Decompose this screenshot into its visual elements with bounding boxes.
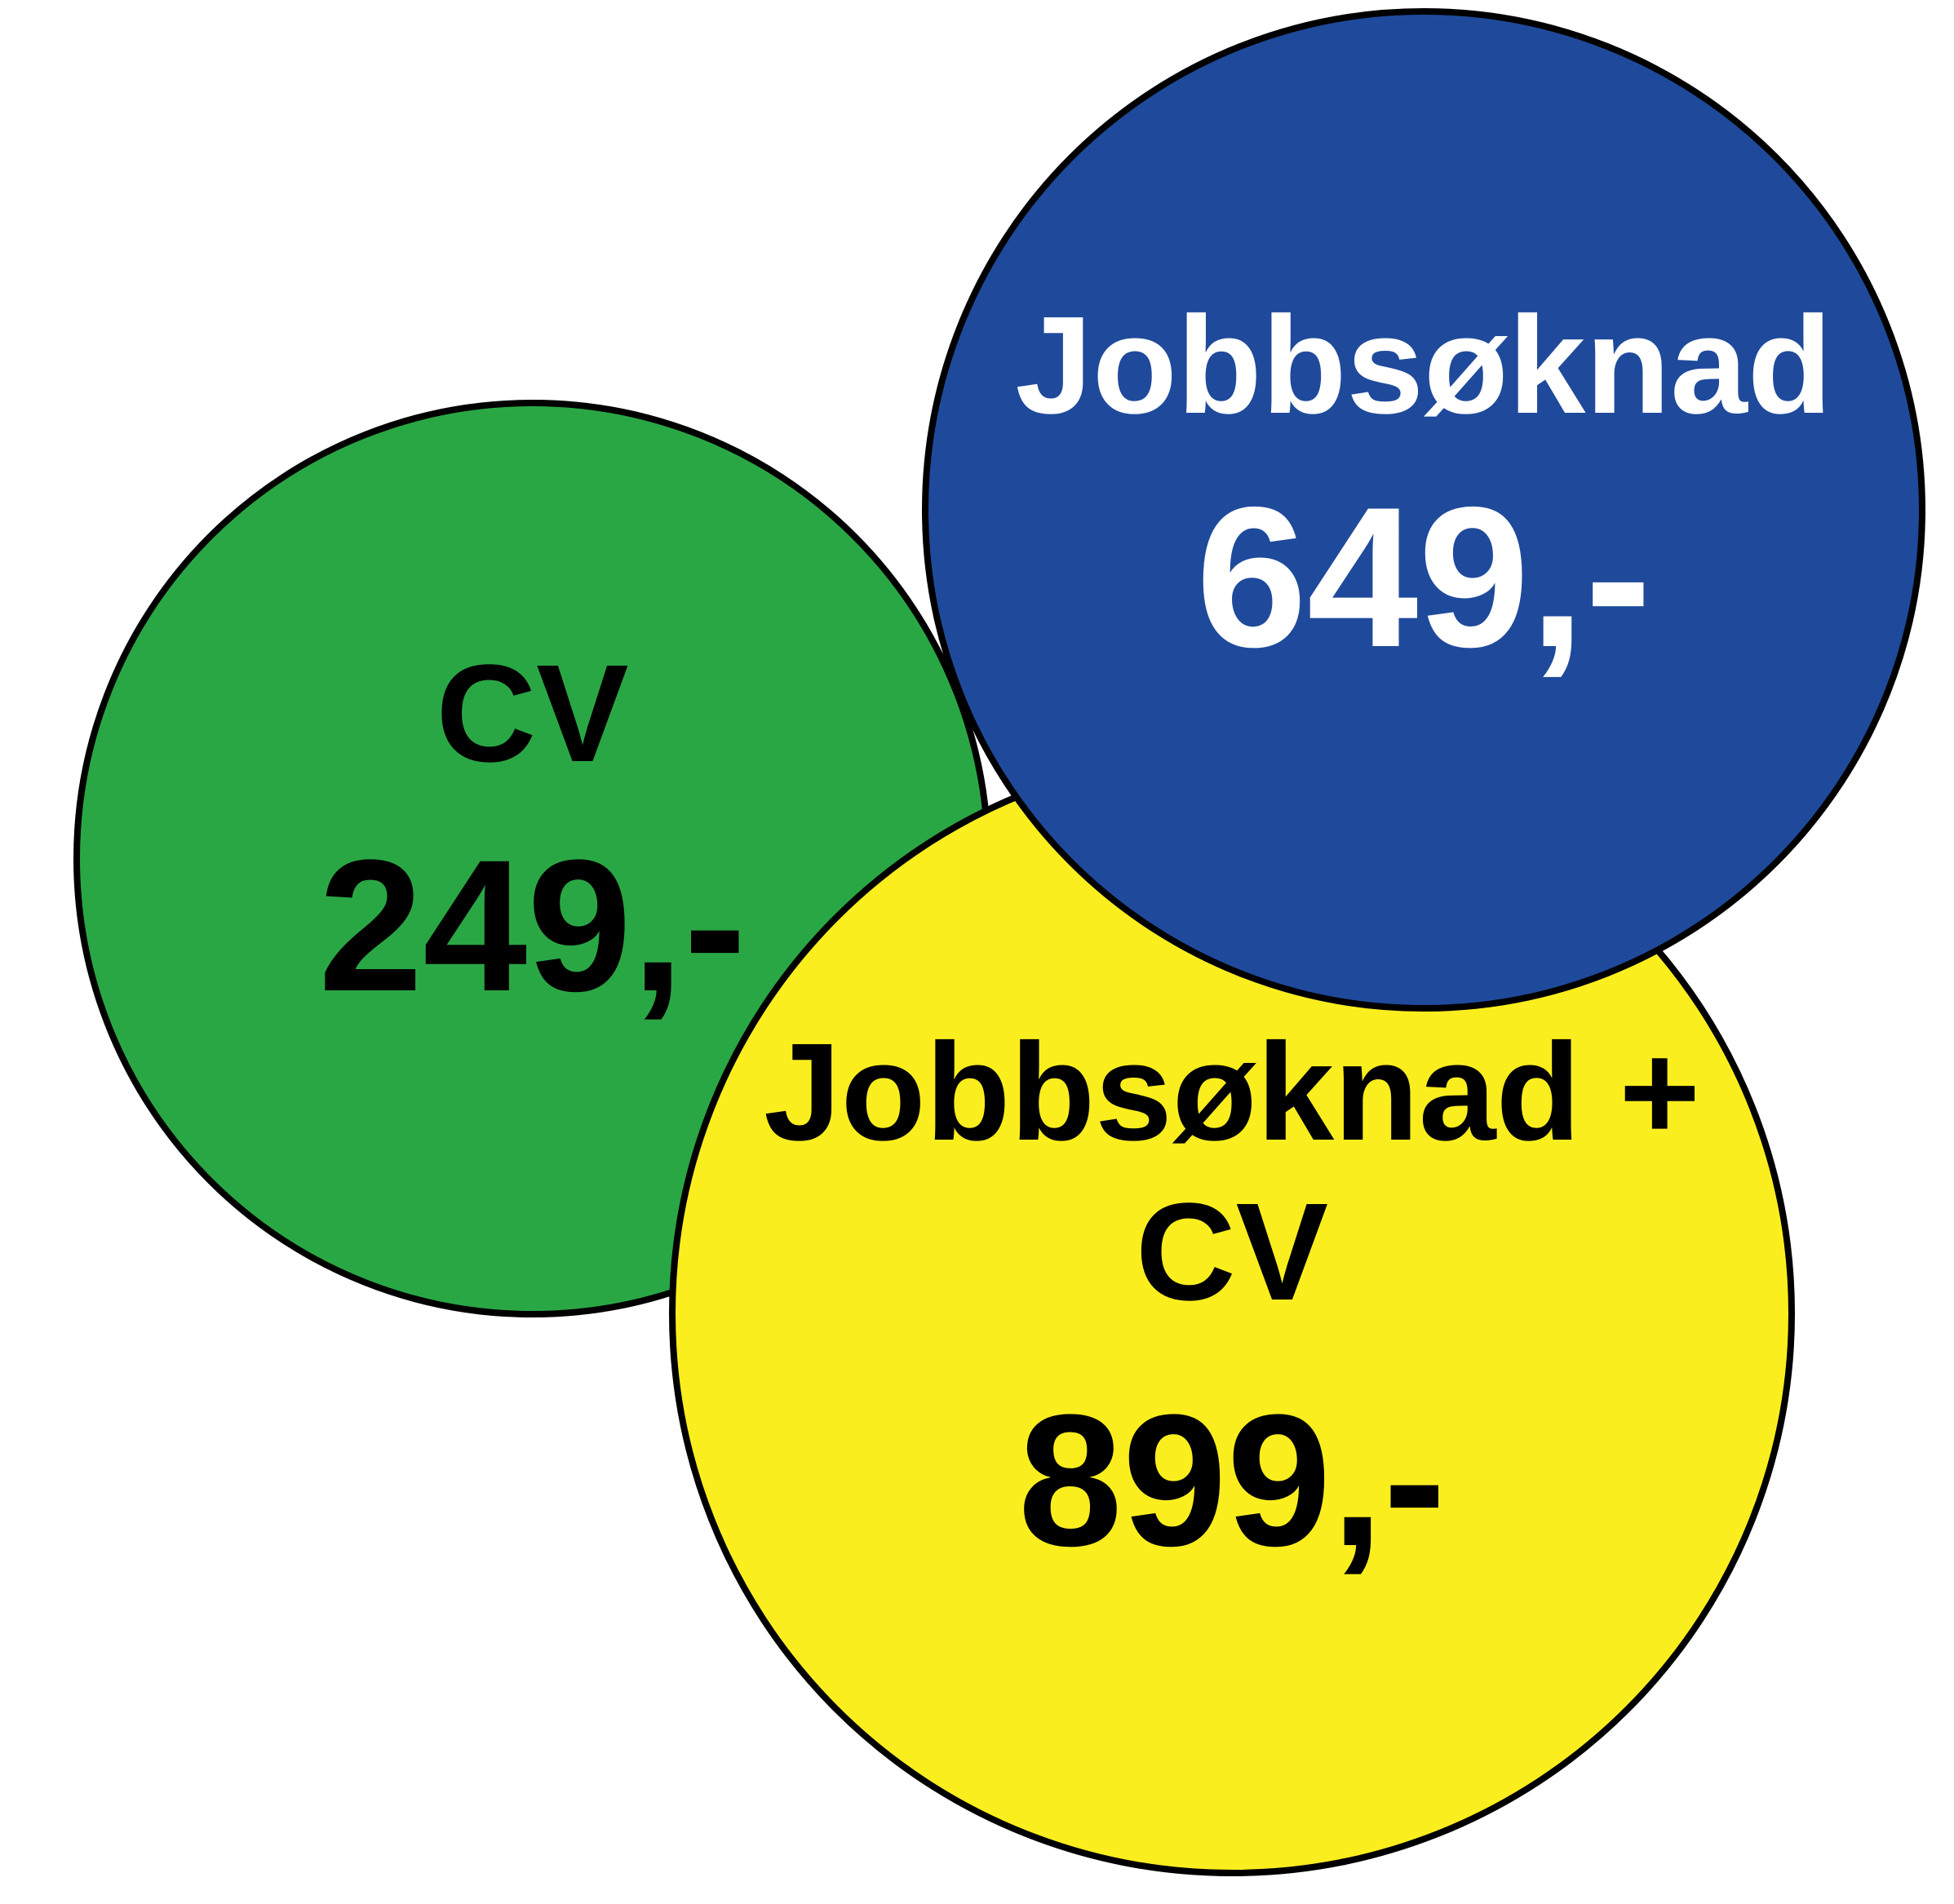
jobbsoknad-title: Jobbsøknad <box>1015 286 1832 446</box>
cv-title: CV <box>436 635 628 795</box>
cv-price: 249,- <box>318 818 746 1034</box>
combo-title: Jobbsøknad + CV <box>714 1013 1750 1332</box>
price-circle-jobbsoknad: Jobbsøknad 649,- <box>922 8 1925 1012</box>
combo-price: 899,- <box>1018 1373 1446 1589</box>
jobbsoknad-price: 649,- <box>1196 463 1651 693</box>
